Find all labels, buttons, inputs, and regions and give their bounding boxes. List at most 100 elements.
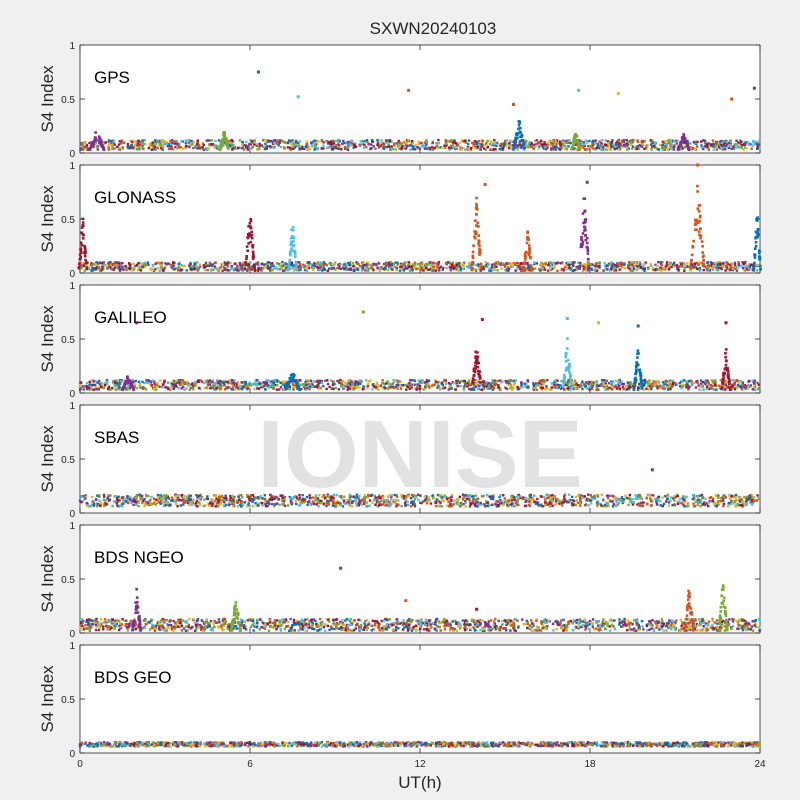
data-point xyxy=(604,264,607,268)
data-point xyxy=(460,380,463,383)
data-point xyxy=(338,262,341,266)
data-point xyxy=(591,381,595,384)
data-point xyxy=(290,261,293,264)
data-point xyxy=(361,139,364,143)
data-point xyxy=(350,384,353,387)
data-point xyxy=(261,385,264,389)
data-point xyxy=(381,382,384,385)
data-point xyxy=(501,148,505,151)
data-point xyxy=(647,388,651,391)
data-point xyxy=(584,238,588,242)
data-point xyxy=(629,381,632,384)
data-point xyxy=(520,134,524,137)
data-point xyxy=(664,142,667,146)
data-point xyxy=(425,379,429,382)
data-point xyxy=(632,267,636,271)
data-point xyxy=(97,388,100,391)
data-point xyxy=(230,382,233,385)
data-point xyxy=(617,139,620,142)
data-point xyxy=(151,141,154,145)
data-point xyxy=(490,382,494,385)
data-point xyxy=(141,387,145,391)
data-point xyxy=(459,267,463,270)
data-point xyxy=(184,145,188,148)
data-point xyxy=(94,380,97,383)
data-point xyxy=(756,388,760,391)
data-point xyxy=(660,264,663,267)
data-point xyxy=(395,268,399,272)
data-point xyxy=(659,143,662,147)
data-point xyxy=(541,143,544,147)
data-point xyxy=(356,383,360,386)
data-point xyxy=(372,262,375,266)
data-point xyxy=(128,386,132,390)
data-point xyxy=(210,144,213,147)
data-point xyxy=(399,387,403,390)
data-point xyxy=(665,385,668,389)
data-point xyxy=(496,269,499,272)
data-point xyxy=(549,268,552,271)
axes-box xyxy=(79,164,761,274)
data-point xyxy=(301,145,304,148)
data-point xyxy=(676,144,680,148)
data-point xyxy=(563,377,566,381)
data-point xyxy=(533,267,537,270)
data-point xyxy=(545,148,548,151)
data-point xyxy=(583,209,587,213)
data-point xyxy=(664,268,667,271)
data-point xyxy=(138,142,142,145)
data-point xyxy=(251,145,254,149)
data-point xyxy=(139,265,142,268)
data-point xyxy=(144,264,147,267)
data-point xyxy=(253,267,256,271)
data-point xyxy=(512,102,515,106)
data-point xyxy=(575,267,579,270)
data-point xyxy=(662,141,666,145)
data-point xyxy=(701,251,704,254)
data-point xyxy=(745,264,749,267)
data-point xyxy=(695,142,698,146)
data-point xyxy=(78,257,82,261)
data-point xyxy=(682,379,686,382)
data-point xyxy=(546,143,549,146)
data-point xyxy=(293,142,296,145)
data-point xyxy=(654,263,657,267)
data-point xyxy=(484,261,487,264)
data-point xyxy=(210,139,213,142)
data-point xyxy=(173,261,176,265)
data-point xyxy=(535,144,538,148)
data-point xyxy=(642,266,645,269)
data-point xyxy=(627,265,630,268)
data-point xyxy=(281,261,284,264)
data-point xyxy=(617,145,621,149)
data-point xyxy=(733,388,737,391)
data-point xyxy=(366,269,370,272)
data-point xyxy=(598,265,601,268)
data-point xyxy=(92,388,95,391)
data-point xyxy=(711,262,714,265)
data-point xyxy=(104,264,107,267)
y-tick-label: 1 xyxy=(69,161,75,172)
data-point xyxy=(397,143,400,146)
data-point xyxy=(742,263,745,266)
data-point xyxy=(679,261,682,264)
data-point xyxy=(711,263,714,267)
data-point xyxy=(305,145,308,148)
data-point xyxy=(524,139,527,142)
data-point xyxy=(253,269,257,272)
data-point xyxy=(339,378,342,382)
data-point xyxy=(505,268,509,271)
data-point xyxy=(248,221,252,225)
data-point xyxy=(620,382,624,386)
data-point xyxy=(758,146,761,150)
data-point xyxy=(336,266,339,270)
data-point xyxy=(724,264,728,268)
data-point xyxy=(226,380,230,384)
data-point xyxy=(697,210,701,213)
data-point xyxy=(84,258,87,262)
data-point xyxy=(113,143,116,146)
data-point xyxy=(537,384,541,387)
data-point xyxy=(327,141,331,144)
panel-label: GPS xyxy=(94,68,130,87)
data-point xyxy=(710,387,713,390)
